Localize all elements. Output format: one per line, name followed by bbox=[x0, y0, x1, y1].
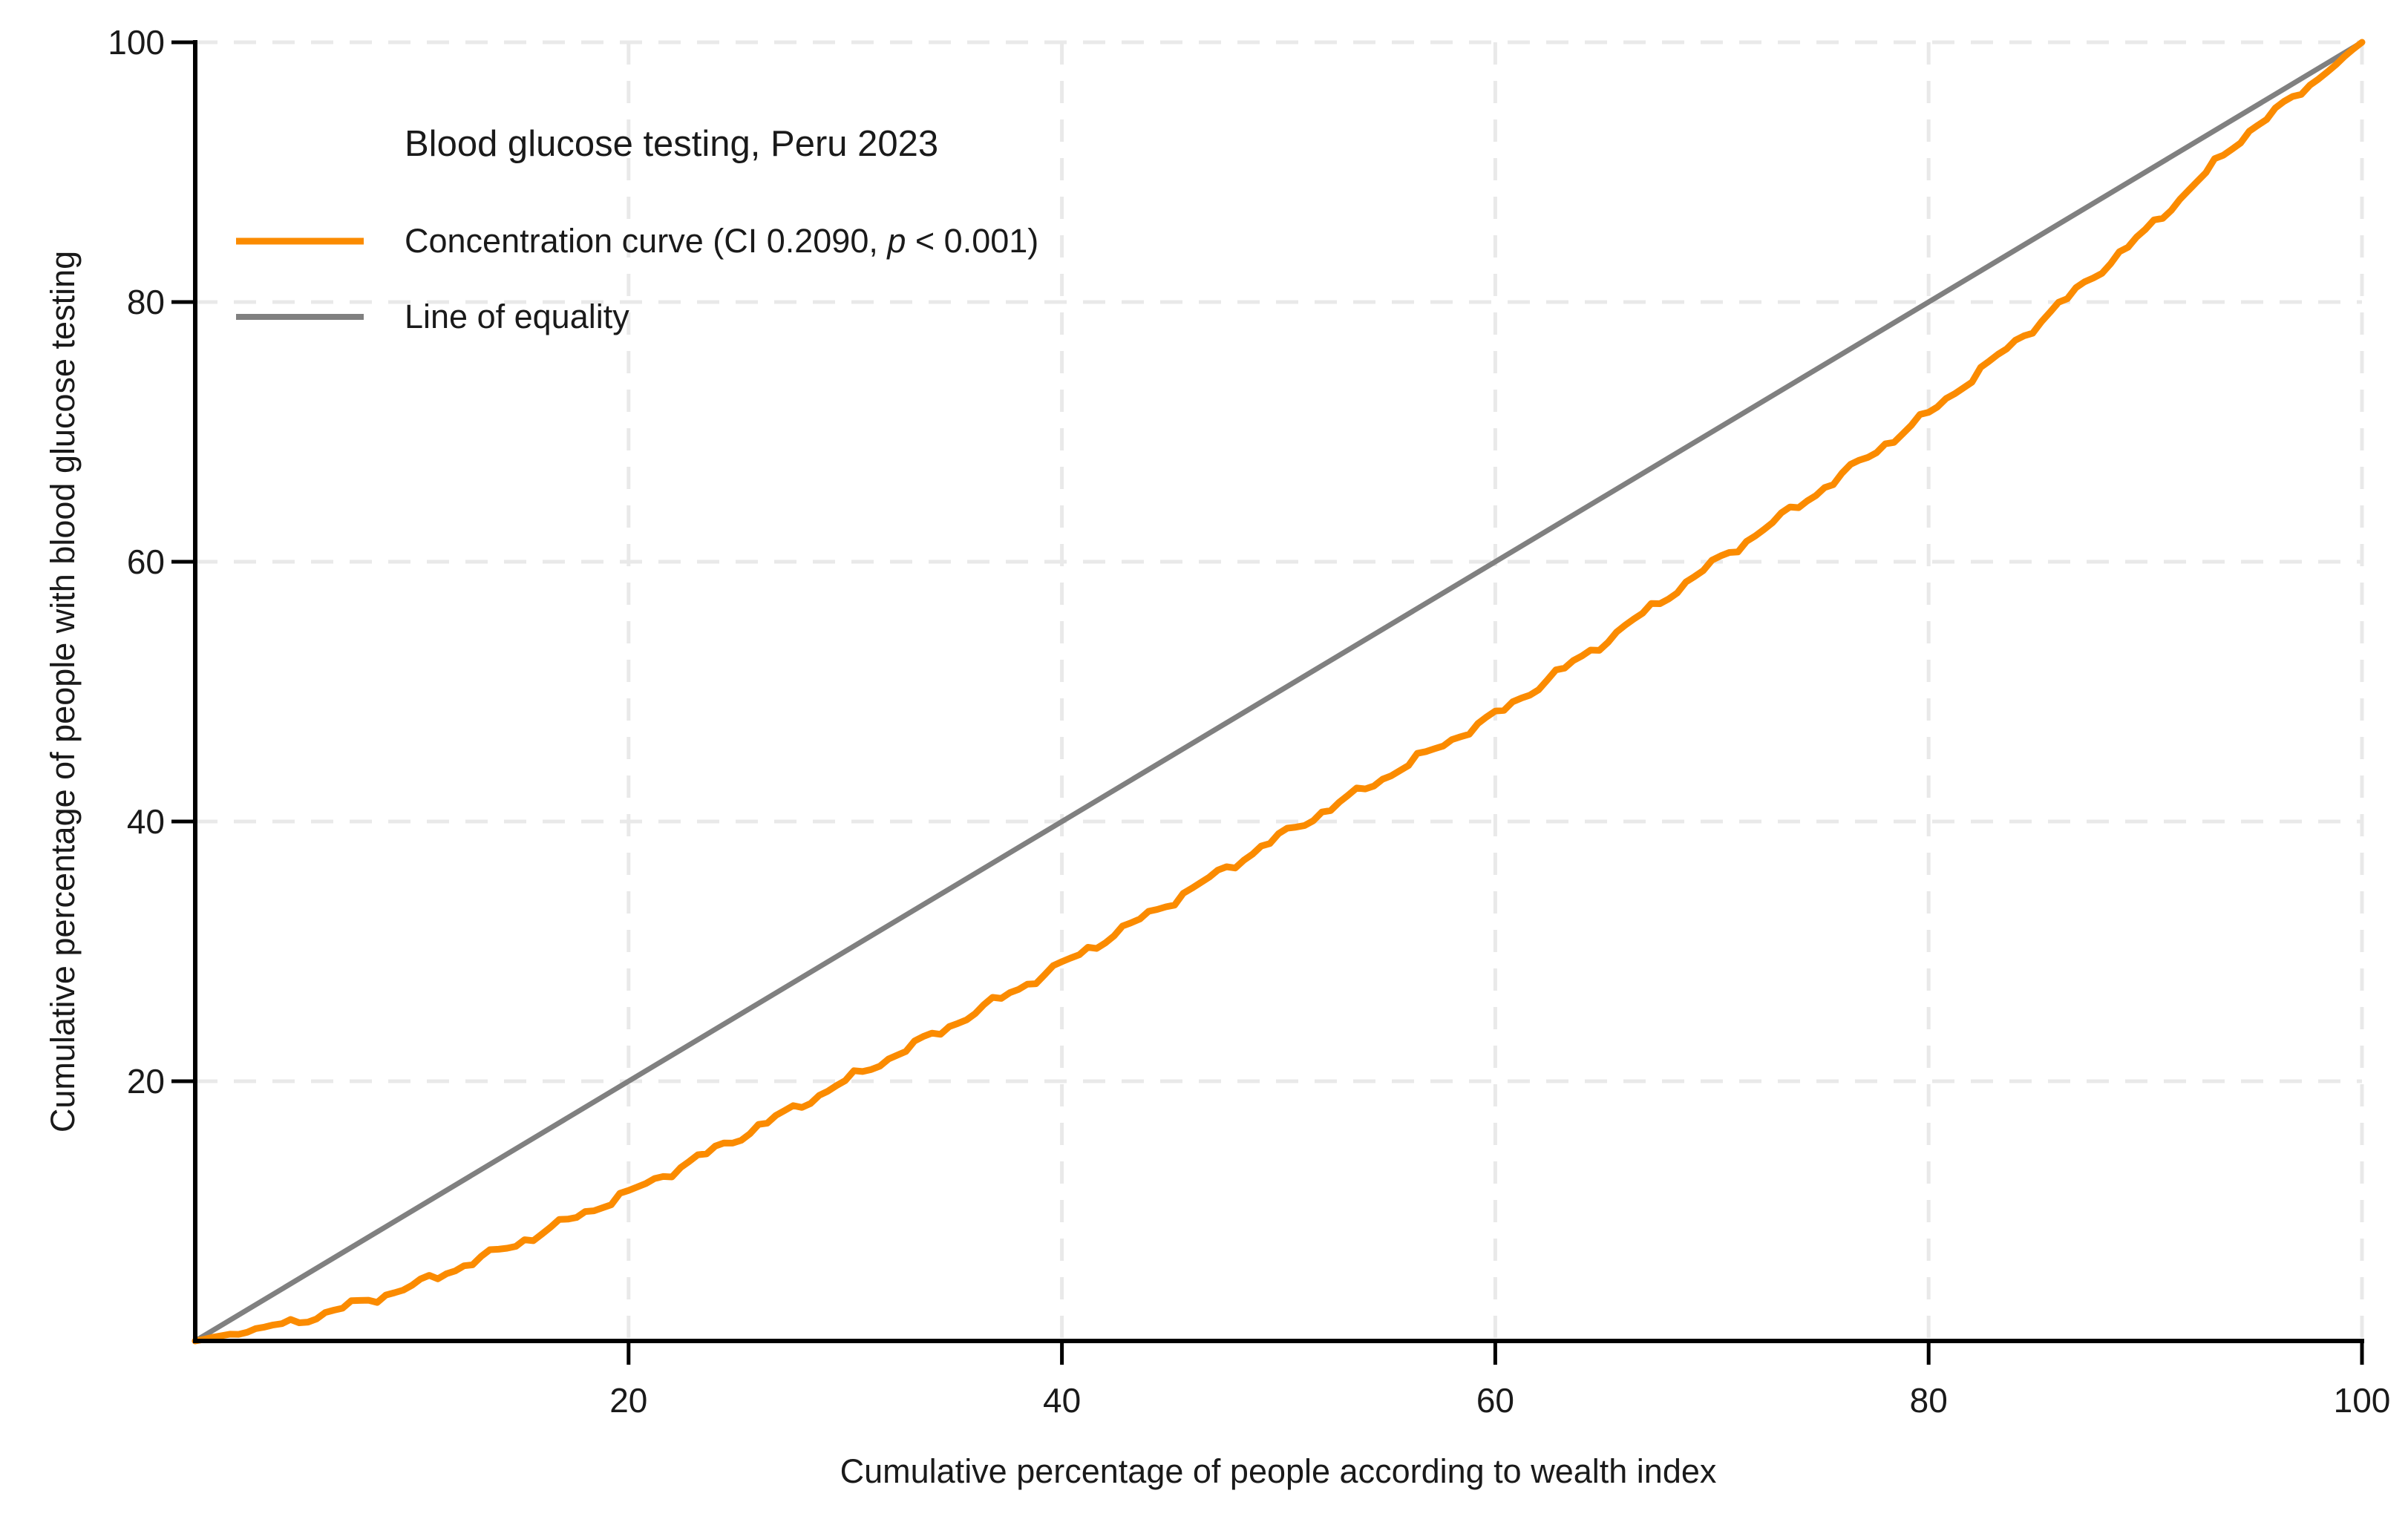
y-tick-label: 60 bbox=[127, 542, 165, 581]
legend: Concentration curve (CI 0.2090, p < 0.00… bbox=[236, 222, 1038, 335]
y-tick-label: 100 bbox=[108, 23, 165, 62]
y-tick-labels: 20 40 60 80 100 bbox=[108, 23, 165, 1101]
x-axis-title: Cumulative percentage of people accordin… bbox=[840, 1452, 1717, 1490]
y-tick-label: 40 bbox=[127, 802, 165, 841]
concentration-curve-line bbox=[192, 39, 2366, 1345]
axes bbox=[193, 40, 2364, 1343]
legend-label-concentration-curve: Concentration curve (CI 0.2090, p < 0.00… bbox=[405, 222, 1038, 260]
x-tick-label: 100 bbox=[2334, 1381, 2391, 1420]
y-tick-label: 20 bbox=[127, 1062, 165, 1101]
x-tick-label: 80 bbox=[1910, 1381, 1948, 1420]
line-of-equality bbox=[192, 39, 2365, 1344]
legend-label-line-of-equality: Line of equality bbox=[405, 298, 629, 335]
chart-title: Blood glucose testing, Peru 2023 bbox=[405, 124, 938, 164]
x-tick-label: 20 bbox=[609, 1381, 647, 1420]
tick-marks bbox=[171, 40, 2364, 1365]
x-tick-label: 60 bbox=[1476, 1381, 1514, 1420]
x-tick-label: 40 bbox=[1043, 1381, 1081, 1420]
y-axis-title: Cumulative percentage of people with blo… bbox=[44, 251, 82, 1132]
gridlines bbox=[195, 40, 2364, 1341]
x-tick-labels: 20 40 60 80 100 bbox=[609, 1381, 2390, 1420]
y-tick-label: 80 bbox=[127, 283, 165, 321]
